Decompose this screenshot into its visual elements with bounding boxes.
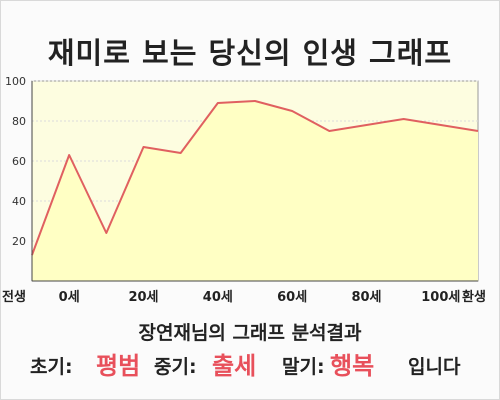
area-fill: [32, 101, 478, 281]
y-tick-label: 100: [5, 75, 26, 88]
chart-title: 재미로 보는 당신의 인생 그래프: [47, 36, 453, 70]
y-tick-label: 60: [12, 155, 26, 168]
ending-text: 입니다: [408, 356, 461, 378]
x-tick-label: 환생: [462, 289, 486, 305]
x-tick-label: 80세: [351, 290, 381, 305]
x-tick-label: 100세: [421, 290, 460, 305]
x-tick-label: 전생: [2, 289, 26, 305]
x-tick-label: 0세: [59, 290, 80, 305]
mid-label: 중기:: [154, 356, 197, 378]
early-value: 평범: [96, 352, 141, 380]
early-label: 초기:: [30, 356, 73, 378]
analysis-result: 초기: 평범 중기: 출세 말기: 행복 입니다: [0, 344, 500, 384]
y-tick-label: 80: [12, 115, 26, 128]
x-tick-label: 60세: [277, 290, 307, 305]
mid-value: 출세: [212, 352, 257, 380]
y-tick-label: 40: [12, 195, 26, 208]
late-value: 행복: [330, 352, 375, 380]
analysis-summary: 장연재님의 그래프 분석결과: [138, 322, 362, 344]
series-line: [31, 100, 479, 256]
x-tick-label: 20세: [128, 290, 158, 305]
y-tick-label: 20: [12, 235, 26, 248]
x-tick-label: 40세: [203, 290, 233, 305]
late-label: 말기:: [282, 356, 325, 378]
